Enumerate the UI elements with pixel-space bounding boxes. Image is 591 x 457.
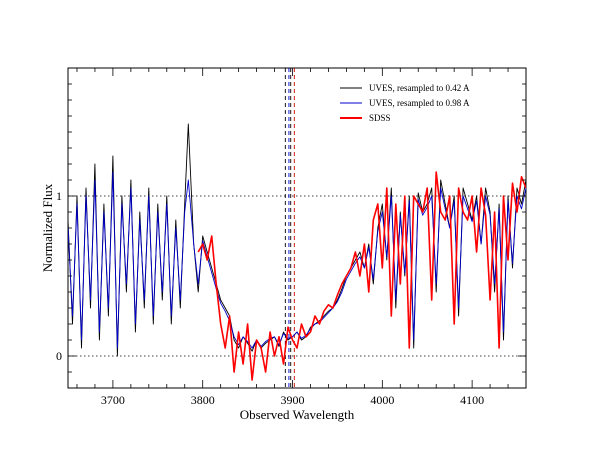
x-tick-label: 3700	[101, 393, 125, 407]
legend: UVES, resampled to 0.42 A UVES, resample…	[340, 83, 470, 123]
x-tick-label: 4100	[460, 393, 484, 407]
series-line-uves-098	[68, 171, 526, 349]
legend-label-sdss: SDSS	[369, 113, 391, 123]
x-axis-title: Observed Wavelength	[240, 407, 355, 422]
y-tick-label: 1	[56, 189, 62, 203]
x-tick-label: 3800	[191, 393, 215, 407]
x-tick-label: 4000	[370, 393, 394, 407]
axis-tick-labels: 3700 3800 3900 4000 4100 0 1	[56, 189, 484, 407]
series-layer	[68, 123, 526, 381]
legend-label-uves-098: UVES, resampled to 0.98 A	[369, 98, 470, 108]
axis-ticks	[68, 68, 527, 388]
legend-label-uves-042: UVES, resampled to 0.42 A	[369, 83, 470, 93]
series-line-sdss	[197, 171, 526, 381]
y-axis-title: Normalized Flux	[40, 183, 55, 272]
x-tick-label: 3900	[281, 393, 305, 407]
y-tick-label: 0	[56, 349, 62, 363]
